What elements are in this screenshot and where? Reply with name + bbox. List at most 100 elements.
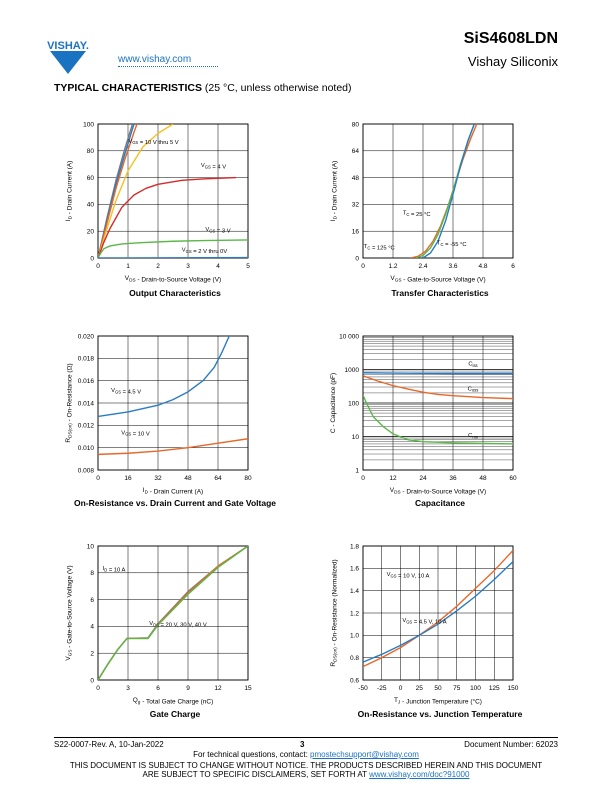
y-axis-label: C - Capacitance (pF) [330, 373, 337, 433]
series-line [98, 176, 237, 258]
section-note: (25 °C, unless otherwise noted) [204, 82, 352, 94]
company-name: Vishay Siliconix [467, 54, 558, 69]
chart-annotation: ID = 10 A [103, 566, 126, 573]
y-axis-label: VGS - Gate-to-Source Voltage (V) [65, 565, 74, 660]
x-tick-label: 48 [184, 475, 192, 482]
x-tick-label: 0 [361, 475, 365, 482]
document-number: Document Number: 62023 [464, 740, 558, 749]
chart-annotation: VGS = 10 V thru 5 V [128, 139, 178, 146]
brand-text: VISHAY. [47, 40, 89, 52]
plot-frame [362, 545, 514, 681]
y-tick-label: 1.4 [350, 588, 359, 595]
y-tick-label: 0.012 [78, 423, 95, 430]
y-tick-label: 0.6 [350, 677, 359, 684]
x-tick-label: 16 [124, 475, 132, 482]
chart-annotation: VGS = 3 V [205, 227, 230, 234]
x-tick-label: 0 [399, 685, 403, 692]
x-tick-label: -25 [377, 685, 387, 692]
section-title: TYPICAL CHARACTERISTICS (25 °C, unless o… [54, 82, 352, 94]
x-tick-label: 0 [361, 263, 365, 270]
y-tick-label: 80 [352, 121, 360, 128]
grid [362, 336, 514, 471]
x-tick-label: 6 [156, 685, 160, 692]
y-tick-label: 0 [90, 677, 94, 684]
x-tick-label: 4 [216, 263, 220, 270]
chart-annotation: Ciss [468, 362, 477, 368]
disclaimer-link[interactable]: www.vishay.com/doc?91000 [369, 770, 470, 779]
y-tick-label: 40 [87, 202, 95, 209]
series-line [363, 372, 513, 375]
x-tick-label: 36 [449, 475, 457, 482]
tech-email-link[interactable]: pmostechsupport@vishay.com [310, 750, 419, 759]
y-tick-label: 32 [352, 202, 360, 209]
chart-annotation: Coss [468, 386, 479, 392]
site-url[interactable]: www.vishay.com [118, 54, 192, 65]
chart-title-rdson-temp: On-Resistance vs. Junction Temperature [357, 709, 523, 719]
x-tick-label: 0 [96, 263, 100, 270]
chart-annotation: TC = 125 °C [364, 244, 395, 251]
x-tick-label: 48 [479, 475, 487, 482]
y-tick-label: 1.2 [350, 610, 359, 617]
chart-rdson-temperature: -50 -25 0 25 50 75 100 125 150 0.6 0.8 1.0 1.2 1.4 1.6… [330, 543, 519, 705]
series-line [98, 438, 248, 456]
chart-annotation: VGS = 10 V, 10 A [387, 572, 430, 579]
x-tick-label: 3 [126, 685, 130, 692]
y-axis-label: ID - Drain Current (A) [330, 161, 339, 221]
y-tick-label: 4 [90, 624, 94, 631]
plot-frame [362, 123, 514, 259]
y-tick-label: 0.008 [78, 467, 95, 474]
y-tick-label: 48 [352, 175, 360, 182]
chart-annotation: VGS = 4.5 V [111, 388, 141, 395]
chart-title-transfer: Transfer Characteristics [391, 288, 489, 298]
y-tick-label: 0 [355, 255, 359, 262]
series-line [98, 546, 248, 680]
x-tick-label: -50 [358, 685, 368, 692]
page-number: 3 [300, 740, 305, 749]
y-tick-label: 64 [352, 148, 360, 155]
chart-annotation: VGS = 10 V [121, 430, 150, 437]
x-tick-label: 4.8 [478, 263, 487, 270]
x-tick-label: 0 [96, 685, 100, 692]
series-line [98, 336, 231, 418]
chart-annotation: TC = 25 °C [403, 210, 431, 217]
vishay-logo[interactable]: VISHAY. [28, 38, 108, 78]
series-line [363, 561, 513, 663]
y-tick-label: 20 [87, 229, 95, 236]
y-tick-label: 10 [352, 434, 360, 441]
y-tick-label: 1.0 [350, 633, 359, 640]
x-tick-label: 32 [154, 475, 162, 482]
chart-annotation: VDS = 20 V, 30 V, 40 V [149, 621, 207, 628]
grid [362, 123, 514, 259]
x-axis-label: Qg - Total Gate Charge (nC) [133, 697, 214, 706]
y-tick-label: 0.018 [78, 356, 95, 363]
x-tick-label: 3.6 [448, 263, 457, 270]
series-line [363, 375, 513, 400]
x-tick-label: 25 [416, 685, 424, 692]
x-tick-label: 80 [244, 475, 252, 482]
x-tick-label: 125 [489, 685, 500, 692]
series-line [98, 124, 138, 258]
x-tick-label: 100 [470, 685, 481, 692]
y-tick-label: 0.8 [350, 655, 359, 662]
x-tick-label: 12 [389, 475, 397, 482]
chart-annotation: Crss [468, 433, 478, 439]
series-line [415, 124, 475, 258]
x-tick-label: 150 [508, 685, 519, 692]
tech-contact: For technical questions, contact: pmoste… [54, 750, 558, 759]
y-tick-label: 0.020 [78, 333, 95, 340]
y-tick-label: 100 [83, 121, 94, 128]
y-tick-label: 0.014 [78, 400, 95, 407]
y-tick-label: 80 [87, 148, 95, 155]
y-tick-label: 1000 [345, 367, 360, 374]
chart-title-output: Output Characteristics [129, 288, 221, 298]
y-tick-label: 0 [90, 255, 94, 262]
chart-annotation: TC = -55 °C [437, 241, 467, 248]
series-line [98, 546, 248, 680]
y-tick-label: 1 [355, 467, 359, 474]
y-axis-label: RDS(on) - On-Resistance (Normalized) [330, 559, 339, 666]
series-line [363, 394, 513, 445]
doc-revision: S22-0007-Rev. A, 10-Jan-2022 [54, 740, 164, 749]
x-axis-label: VDS - Drain-to-Source Voltage (V) [390, 487, 486, 496]
section-heading: TYPICAL CHARACTERISTICS [54, 82, 202, 94]
y-tick-label: 10 000 [339, 333, 359, 340]
